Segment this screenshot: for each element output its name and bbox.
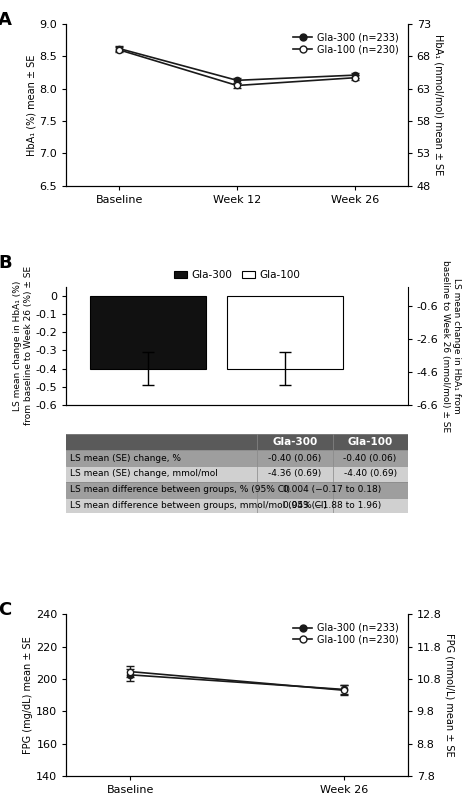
Text: Gla-100: Gla-100: [347, 438, 393, 447]
Legend: Gla-300 (n=233), Gla-100 (n=230): Gla-300 (n=233), Gla-100 (n=230): [289, 29, 403, 58]
Text: A: A: [0, 11, 12, 29]
Y-axis label: FPG (mg/dL) mean ± SE: FPG (mg/dL) mean ± SE: [23, 636, 33, 754]
Text: LS mean (SE) change, %: LS mean (SE) change, %: [70, 454, 181, 462]
Text: Gla-300: Gla-300: [273, 438, 318, 447]
Text: 0.043 (−1.88 to 1.96): 0.043 (−1.88 to 1.96): [283, 501, 382, 510]
Text: -4.40 (0.69): -4.40 (0.69): [344, 470, 397, 478]
Y-axis label: LS mean change in HbA₁⁣ (%)
from baseline to Week 26 (%) ± SE: LS mean change in HbA₁⁣ (%) from baselin…: [13, 266, 33, 426]
Y-axis label: HbA₁⁣ (%) mean ± SE: HbA₁⁣ (%) mean ± SE: [27, 54, 37, 156]
Legend: Gla-300 (n=233), Gla-100 (n=230): Gla-300 (n=233), Gla-100 (n=230): [289, 619, 403, 649]
Bar: [227, 296, 343, 369]
Text: 0.004 (−0.17 to 0.18): 0.004 (−0.17 to 0.18): [283, 485, 382, 494]
Text: LS mean (SE) change, mmol/mol: LS mean (SE) change, mmol/mol: [70, 470, 218, 478]
Text: -4.36 (0.69): -4.36 (0.69): [268, 470, 322, 478]
Text: LS mean difference between groups, mmol/mol (95% CI): LS mean difference between groups, mmol/…: [70, 501, 327, 510]
Y-axis label: LS mean change in HbA₁⁣ from
baseline to Week 26 (mmol/mol) ± SE: LS mean change in HbA₁⁣ from baseline to…: [441, 260, 461, 432]
Text: B: B: [0, 254, 12, 272]
Y-axis label: FPG (mmol/L) mean ± SE: FPG (mmol/L) mean ± SE: [444, 634, 454, 757]
Legend: Gla-300, Gla-100: Gla-300, Gla-100: [170, 266, 304, 284]
Bar: [90, 296, 206, 369]
Text: -0.40 (0.06): -0.40 (0.06): [268, 454, 322, 462]
Y-axis label: HbA₁⁣ (mmol/mol) mean ± SE: HbA₁⁣ (mmol/mol) mean ± SE: [434, 34, 444, 175]
Text: LS mean difference between groups, % (95% CI): LS mean difference between groups, % (95…: [70, 485, 290, 494]
Text: C: C: [0, 602, 11, 619]
Text: -0.40 (0.06): -0.40 (0.06): [344, 454, 397, 462]
